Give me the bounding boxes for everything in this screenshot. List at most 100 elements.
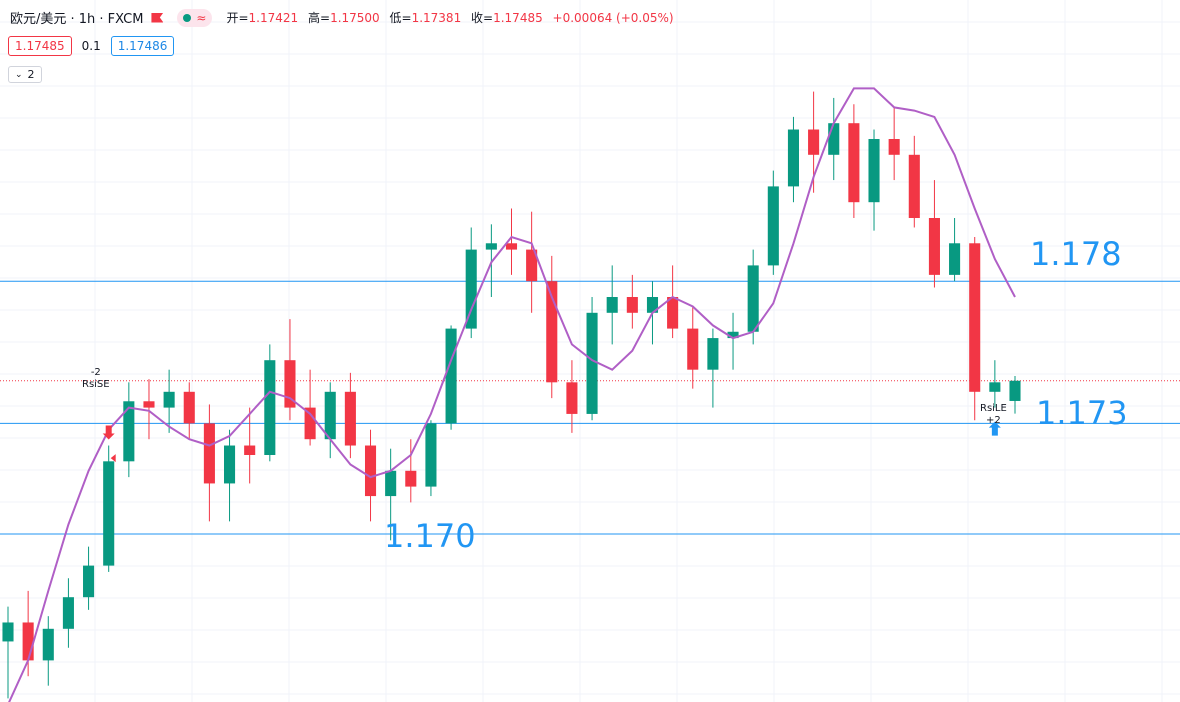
- buy-arrow-icon: [988, 421, 1001, 436]
- candle-body: [385, 470, 397, 497]
- candle[interactable]: [727, 312, 739, 370]
- wave-icon: ≈: [196, 10, 207, 25]
- candle-body: [445, 328, 457, 424]
- buy-price-button[interactable]: 1.17486: [110, 36, 175, 56]
- candle[interactable]: [888, 107, 900, 181]
- candle-body: [928, 218, 940, 275]
- long-signal-qty: +2: [986, 415, 1001, 426]
- candle[interactable]: [324, 382, 336, 459]
- candle-body: [505, 243, 518, 250]
- candle-body: [888, 139, 900, 155]
- candle[interactable]: [667, 265, 679, 339]
- candle[interactable]: [1009, 376, 1021, 414]
- candle[interactable]: [425, 420, 437, 497]
- candle-body: [767, 186, 779, 266]
- candle[interactable]: [304, 369, 316, 446]
- candle-body: [868, 139, 880, 203]
- candle[interactable]: [385, 448, 397, 541]
- candle-body: [606, 297, 618, 313]
- candle-body: [42, 628, 54, 661]
- candle[interactable]: [42, 616, 54, 686]
- horizontal-levels: [0, 280, 1180, 535]
- candle[interactable]: [787, 116, 799, 203]
- close-label: 收=: [471, 11, 494, 25]
- candle-body: [143, 401, 155, 408]
- candle[interactable]: [62, 578, 74, 648]
- candle[interactable]: [163, 369, 175, 433]
- candle[interactable]: [546, 255, 558, 399]
- candle-body: [747, 265, 759, 332]
- candle[interactable]: [848, 104, 860, 218]
- ohlc-readout: 开=1.17421 高=1.17500 低=1.17381 收=1.17485 …: [226, 9, 679, 26]
- candle-body: [526, 249, 538, 282]
- candle-body: [284, 360, 296, 408]
- candle-body: [1009, 380, 1021, 401]
- candle[interactable]: [284, 319, 296, 421]
- candle-body: [2, 622, 14, 642]
- candle[interactable]: [83, 546, 95, 610]
- candle[interactable]: [465, 227, 477, 339]
- candle-body: [667, 297, 679, 329]
- indicator-collapse-button[interactable]: ⌄ 2: [8, 66, 42, 83]
- symbol-title[interactable]: 欧元/美元 · 1h · FXCM: [10, 12, 144, 27]
- candle-body: [304, 407, 316, 440]
- candle-body: [22, 622, 34, 661]
- candle[interactable]: [626, 274, 638, 329]
- candle-body: [364, 445, 377, 497]
- candle-body: [908, 154, 920, 218]
- candle[interactable]: [123, 382, 135, 478]
- flag-icon[interactable]: [151, 12, 164, 23]
- candle[interactable]: [969, 236, 981, 421]
- candle[interactable]: [928, 180, 940, 288]
- short-signal-qty: -2: [90, 367, 101, 378]
- candle[interactable]: [687, 306, 699, 389]
- level-label-1178: 1.178: [1030, 235, 1122, 273]
- candle[interactable]: [344, 372, 356, 459]
- candle[interactable]: [2, 606, 14, 699]
- candle[interactable]: [606, 265, 618, 345]
- candle[interactable]: [949, 218, 961, 282]
- candle[interactable]: [445, 325, 457, 430]
- candle-body: [62, 597, 74, 629]
- candle-body: [989, 382, 1001, 392]
- candle[interactable]: [103, 445, 115, 572]
- candlesticks[interactable]: [2, 91, 1021, 699]
- candle[interactable]: [526, 211, 538, 313]
- candle[interactable]: [828, 97, 840, 181]
- open-label: 开=: [226, 11, 249, 25]
- candle-body: [264, 360, 276, 455]
- candle[interactable]: [868, 129, 880, 231]
- candle[interactable]: [707, 328, 719, 408]
- candle[interactable]: [405, 439, 417, 503]
- candle[interactable]: [747, 249, 759, 345]
- candle[interactable]: [224, 429, 236, 522]
- candle[interactable]: [203, 404, 215, 522]
- candle-body: [324, 391, 336, 440]
- candle[interactable]: [505, 208, 518, 275]
- candle[interactable]: [264, 344, 276, 462]
- candle-body: [828, 123, 840, 155]
- candle[interactable]: [586, 297, 598, 421]
- short-signal-name: RsiSE: [82, 379, 110, 390]
- candle[interactable]: [143, 379, 155, 440]
- sell-price-button[interactable]: 1.17485: [8, 36, 72, 56]
- candle-body: [485, 243, 497, 250]
- candle-body: [546, 281, 558, 383]
- candle-body: [203, 423, 215, 484]
- candle-body: [949, 243, 961, 275]
- candle[interactable]: [566, 360, 578, 433]
- candle-body: [244, 445, 256, 455]
- status-badge[interactable]: ≈: [177, 8, 213, 27]
- candle[interactable]: [183, 382, 195, 440]
- candle-body: [123, 401, 135, 462]
- candle[interactable]: [364, 429, 377, 522]
- candle[interactable]: [767, 170, 779, 275]
- candle[interactable]: [244, 407, 256, 484]
- candle[interactable]: [22, 590, 34, 677]
- candle[interactable]: [908, 135, 920, 228]
- candle-body: [566, 382, 578, 414]
- candle-body: [183, 391, 195, 424]
- candle[interactable]: [989, 360, 1001, 408]
- high-value: 1.17500: [330, 11, 380, 25]
